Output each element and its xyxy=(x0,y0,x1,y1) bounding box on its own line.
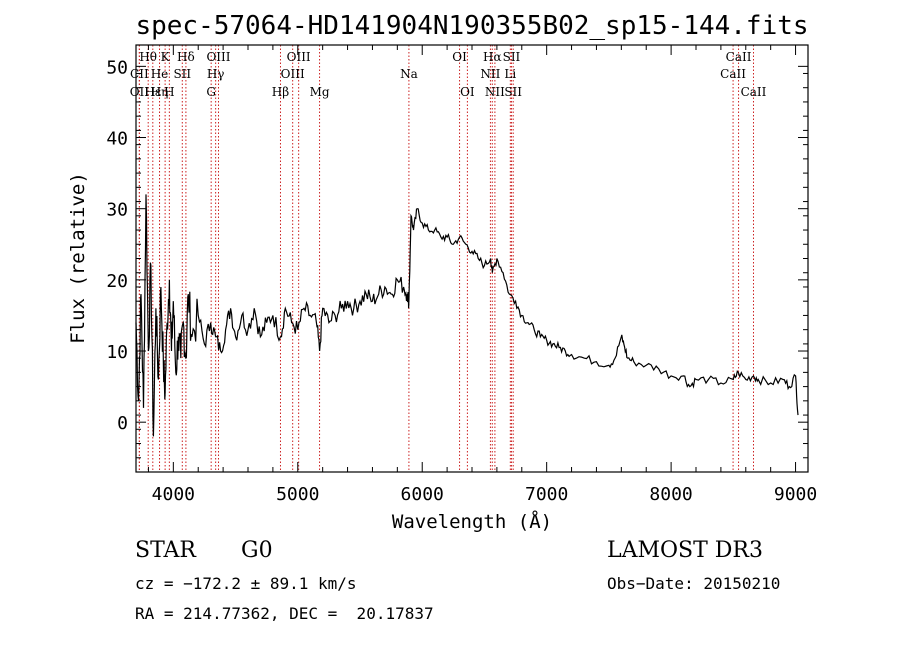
x-tick-label: 9000 xyxy=(774,484,817,505)
y-tick-label: 30 xyxy=(106,200,128,221)
spectral-line-label: OIII xyxy=(281,67,305,81)
spectral-line-label: OIII xyxy=(287,50,311,64)
spectral-line-label: CaII xyxy=(720,67,746,81)
chart-title: spec-57064-HD141904N190355B02_sp15-144.f… xyxy=(135,11,808,41)
spectral-line-label: Hθ xyxy=(139,50,157,64)
x-tick-label: 6000 xyxy=(401,484,444,505)
x-axis-ticks: 4000 5000 6000 7000 8000 9000 xyxy=(147,45,817,505)
spectral-line-label: OI xyxy=(460,85,475,99)
spectral-line-label: CII xyxy=(130,67,149,81)
object-type: STAR xyxy=(135,538,196,563)
x-tick-label: 5000 xyxy=(276,484,319,505)
spectral-line-label: Hη xyxy=(151,85,169,99)
ra-dec-coordinates: RA = 214.77362, DEC = 20.17837 xyxy=(135,604,434,623)
spectral-line-label: CaII xyxy=(726,50,752,64)
spectral-line-label: Hε xyxy=(144,85,161,99)
spectral-line-label: SII xyxy=(504,85,522,99)
spectral-line-label: K xyxy=(161,50,171,64)
x-axis-label: Wavelength (Å) xyxy=(392,510,552,533)
y-tick-label: 40 xyxy=(106,129,128,150)
spectral-line-label: OII xyxy=(130,85,150,99)
x-tick-label: 4000 xyxy=(152,484,195,505)
x-tick-label: 7000 xyxy=(525,484,568,505)
y-tick-label: 10 xyxy=(106,342,128,363)
spectral-line-label: SII xyxy=(503,50,521,64)
survey-name: LAMOST DR3 xyxy=(607,538,763,563)
spectral-lines xyxy=(138,45,754,472)
spectrum-series-line xyxy=(135,194,799,437)
spectral-line-label: Hγ xyxy=(207,67,225,81)
plot-frame xyxy=(135,44,809,473)
spectral-line-label: Li xyxy=(504,67,516,81)
x-tick-label: 8000 xyxy=(649,484,692,505)
spectral-line-label: G xyxy=(206,85,216,99)
spectral-line-label: OIII xyxy=(206,50,230,64)
observation-date: Obs−Date: 20150210 xyxy=(607,574,781,593)
y-tick-label: 0 xyxy=(117,413,128,434)
spectral-line-label: H xyxy=(164,85,174,99)
object-subclass: G0 xyxy=(241,538,273,563)
y-tick-label: 20 xyxy=(106,271,128,292)
y-tick-label: 50 xyxy=(106,57,128,78)
spectral-line-label: He xyxy=(151,67,169,81)
spectral-line-label: Na xyxy=(400,67,418,81)
spectral-line-label: Hβ xyxy=(272,85,289,99)
spectral-line-label: NII xyxy=(485,85,505,99)
y-axis-ticks: 0 10 20 30 40 50 xyxy=(106,57,808,459)
spectral-line-label: Hδ xyxy=(177,50,195,64)
spectral-line-label: Hα xyxy=(483,50,502,64)
spectral-line-label: SII xyxy=(173,67,191,81)
redshift-cz: cz = −172.2 ± 89.1 km/s xyxy=(135,574,357,593)
spectral-line-label: OI xyxy=(452,50,467,64)
spectral-line-label: Mg xyxy=(310,85,330,99)
y-axis-label: Flux (relative) xyxy=(67,172,89,344)
spectral-line-label: NII xyxy=(480,67,500,81)
spectral-line-label: CaII xyxy=(741,85,767,99)
